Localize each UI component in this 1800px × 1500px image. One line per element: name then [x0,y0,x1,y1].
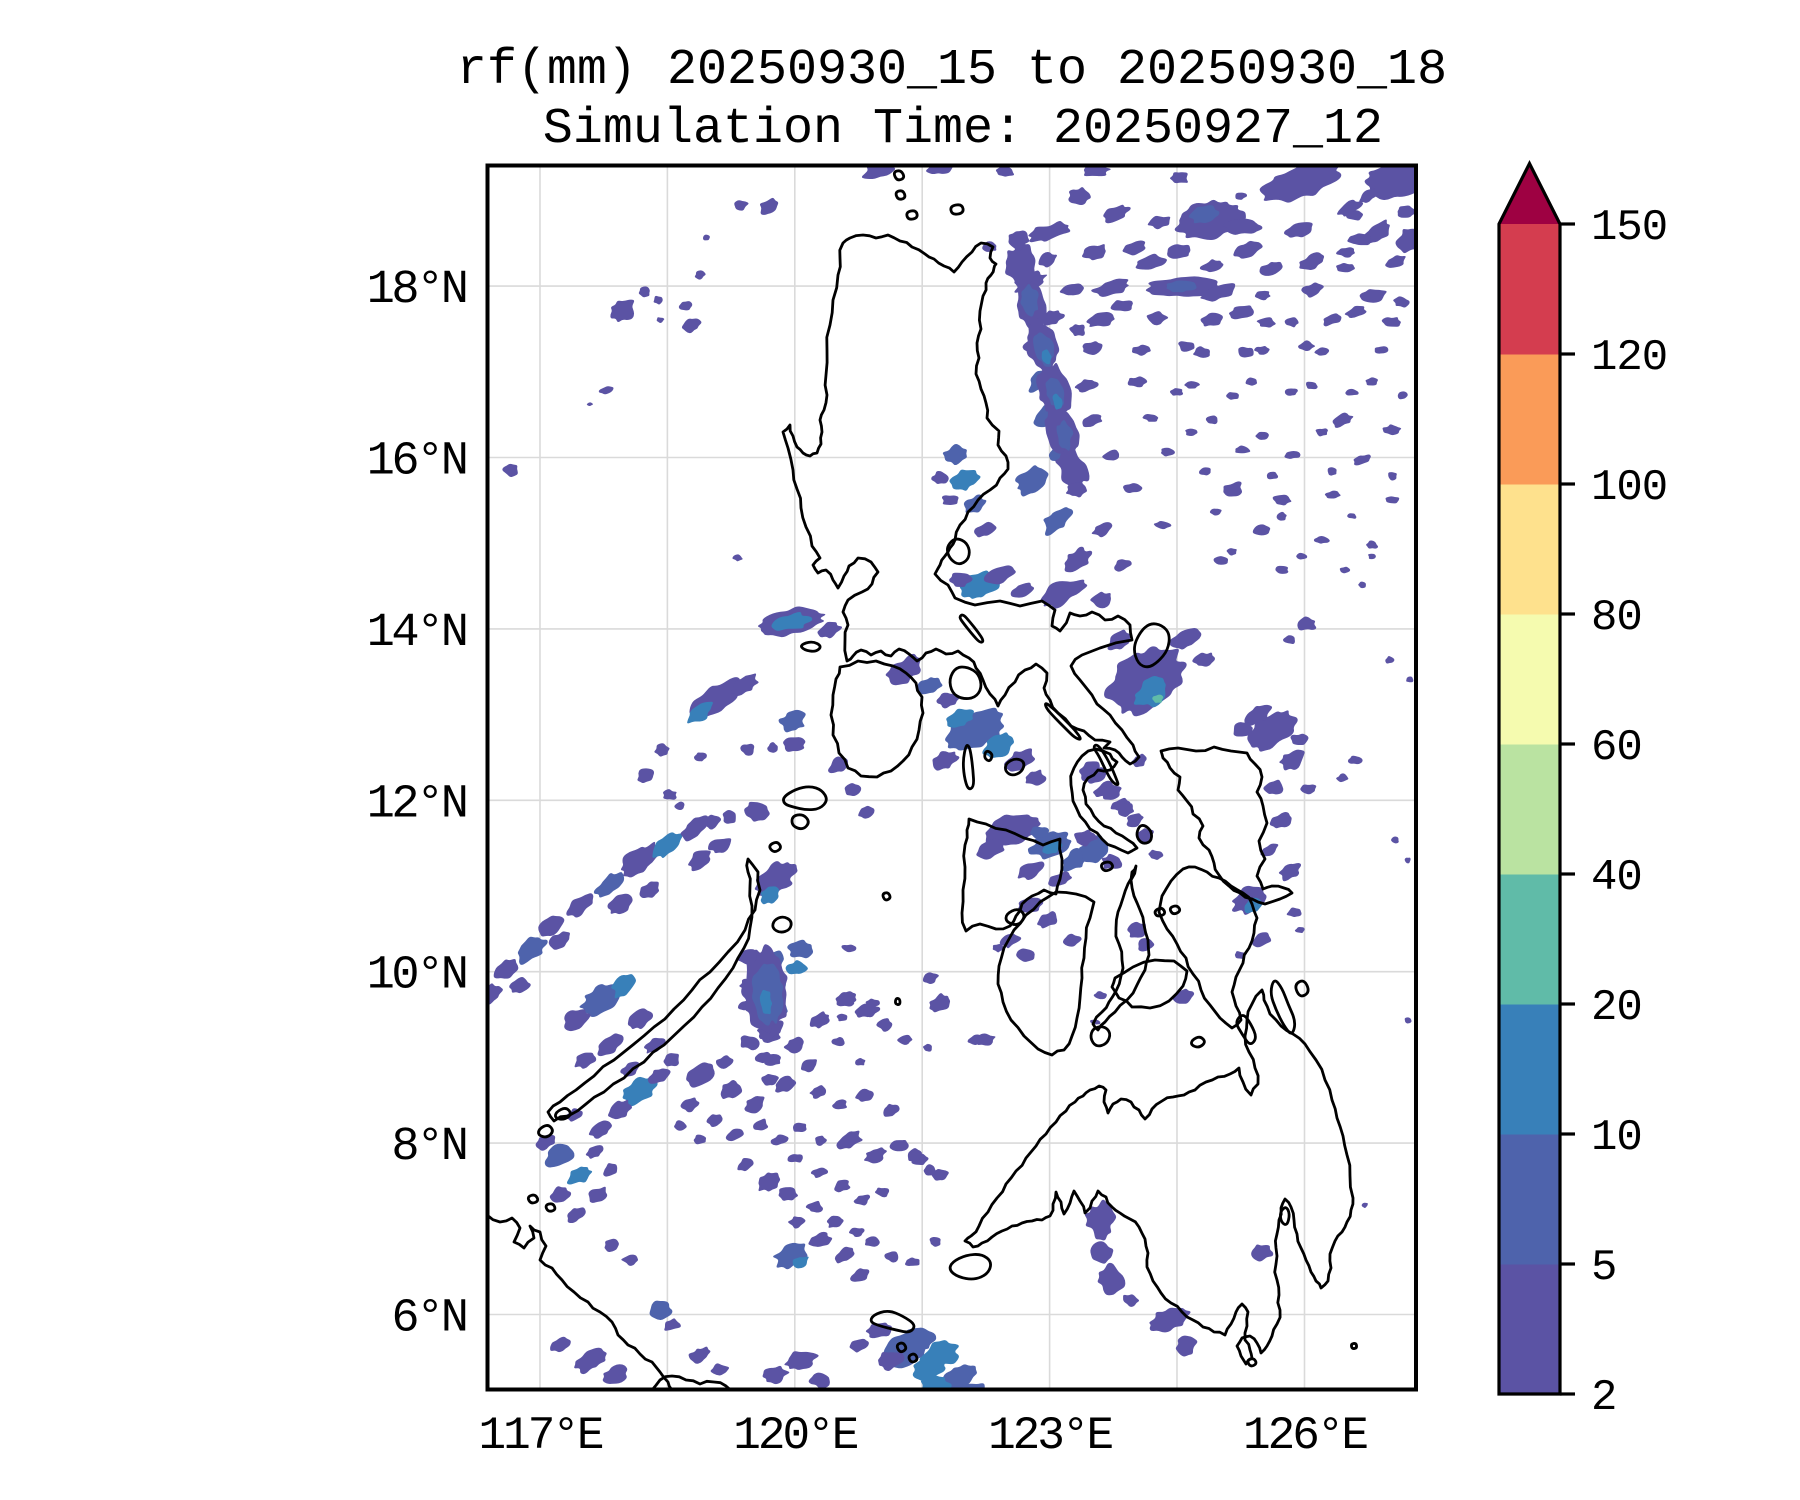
svg-text:40: 40 [1591,853,1642,903]
svg-text:126°E: 126°E [1243,1410,1367,1462]
svg-text:12°N: 12°N [367,778,466,831]
svg-text:120°E: 120°E [733,1410,857,1462]
svg-text:120: 120 [1591,333,1667,383]
svg-text:10: 10 [1591,1113,1642,1163]
svg-text:20: 20 [1591,983,1642,1033]
svg-text:2: 2 [1591,1373,1616,1423]
svg-text:117°E: 117°E [478,1410,602,1462]
svg-text:10°N: 10°N [367,950,466,1003]
svg-text:8°N: 8°N [391,1121,465,1174]
svg-text:rf(mm) 20250930_15 to 20250930: rf(mm) 20250930_15 to 20250930_18 [457,42,1447,99]
svg-text:Simulation Time: 20250927_12: Simulation Time: 20250927_12 [543,101,1383,158]
svg-text:18°N: 18°N [367,264,466,317]
svg-text:100: 100 [1591,463,1667,513]
svg-text:150: 150 [1591,203,1667,253]
svg-text:14°N: 14°N [367,607,466,660]
svg-text:123°E: 123°E [988,1410,1112,1462]
svg-text:5: 5 [1591,1243,1616,1293]
svg-text:16°N: 16°N [367,436,466,489]
svg-text:60: 60 [1591,723,1642,773]
svg-text:6°N: 6°N [391,1293,465,1346]
svg-text:80: 80 [1591,593,1642,643]
